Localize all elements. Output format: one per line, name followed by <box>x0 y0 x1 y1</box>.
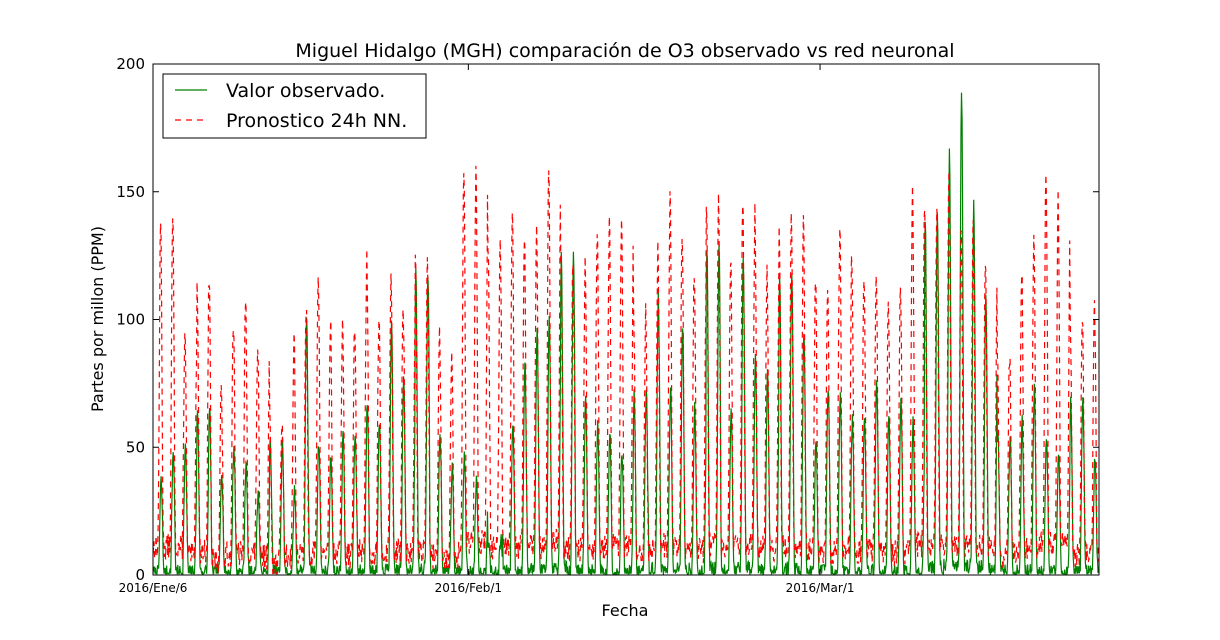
series-layer <box>153 92 1099 575</box>
y-tick-label: 200 <box>116 55 145 73</box>
y-tick-label: 50 <box>126 438 145 456</box>
x-tick-label: 2016/Ene/6 <box>119 581 188 595</box>
y-tick-label: 150 <box>116 183 145 201</box>
x-tick-label: 2016/Mar/1 <box>786 581 855 595</box>
x-axis: 2016/Ene/6 2016/Feb/1 2016/Mar/1 <box>119 64 855 595</box>
series-line-forecast <box>153 165 1099 575</box>
y-axis: 0 50 100 150 200 <box>116 55 1099 584</box>
legend-label-observed: Valor observado. <box>226 80 385 102</box>
y-tick-label: 0 <box>135 566 145 584</box>
y-tick-label: 100 <box>116 311 145 329</box>
legend: Valor observado. Pronostico 24h NN. <box>162 73 427 139</box>
legend-box <box>162 73 427 139</box>
x-axis-label: Fecha <box>602 601 649 620</box>
y-axis-label: Partes por millon (PPM) <box>88 226 107 412</box>
chart-title: Miguel Hidalgo (MGH) comparación de O3 o… <box>295 40 954 62</box>
legend-label-forecast: Pronostico 24h NN. <box>226 110 407 132</box>
x-tick-label: 2016/Feb/1 <box>435 581 503 595</box>
